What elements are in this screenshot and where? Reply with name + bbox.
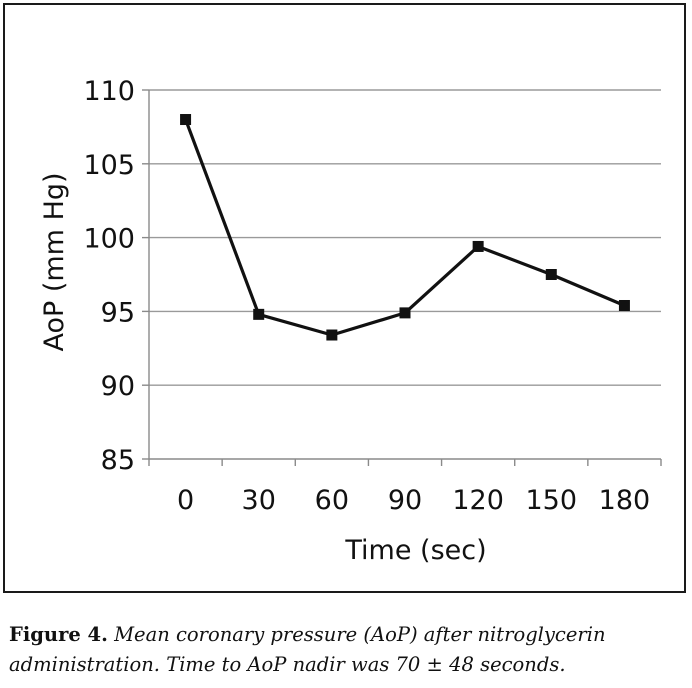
series-line-layer <box>184 118 626 337</box>
x-tick-labels: 0 30 60 90 120 150 180 <box>177 485 650 516</box>
y-tick-label-90: 90 <box>101 371 135 402</box>
data-point-180 <box>618 299 630 311</box>
y-axis-title: AoP (mm Hg) <box>39 172 70 351</box>
series-line-aop <box>184 118 626 337</box>
x-tick-label-0: 0 <box>177 485 194 516</box>
data-point-30 <box>253 308 265 320</box>
figure-frame <box>3 3 686 593</box>
data-point-120 <box>472 240 484 252</box>
gridlines <box>149 89 661 386</box>
data-point-150 <box>545 269 557 280</box>
y-tick-label-105: 105 <box>83 150 135 181</box>
x-tick-label-150: 150 <box>526 485 578 516</box>
data-point-0 <box>180 114 192 126</box>
x-tick-label-30: 30 <box>242 485 276 516</box>
markers <box>180 114 630 341</box>
caption-text: Mean coronary pressure (AoP) after nitro… <box>9 623 606 676</box>
x-tick-label-120: 120 <box>452 485 504 516</box>
y-tick-label-110: 110 <box>83 76 135 107</box>
y-tick-label-100: 100 <box>83 224 135 255</box>
axes <box>142 89 662 466</box>
data-point-60 <box>326 329 338 341</box>
y-tick-labels: 85 90 95 100 105 110 <box>83 76 135 476</box>
x-tick-label-60: 60 <box>315 485 349 516</box>
data-point-90 <box>399 307 411 319</box>
y-tick-label-95: 95 <box>101 297 135 328</box>
x-axis-title: Time (sec) <box>344 535 486 566</box>
y-tick-label-85: 85 <box>101 445 135 476</box>
caption-label: Figure 4. <box>9 623 108 646</box>
x-tick-label-90: 90 <box>388 485 422 516</box>
chart: 85 90 95 100 105 110 0 30 60 90 120 150 180 AoP (mm… <box>39 76 662 566</box>
x-tick-label-180: 180 <box>599 485 651 516</box>
figure-caption: Figure 4. Mean coronary pressure (AoP) a… <box>9 620 685 680</box>
